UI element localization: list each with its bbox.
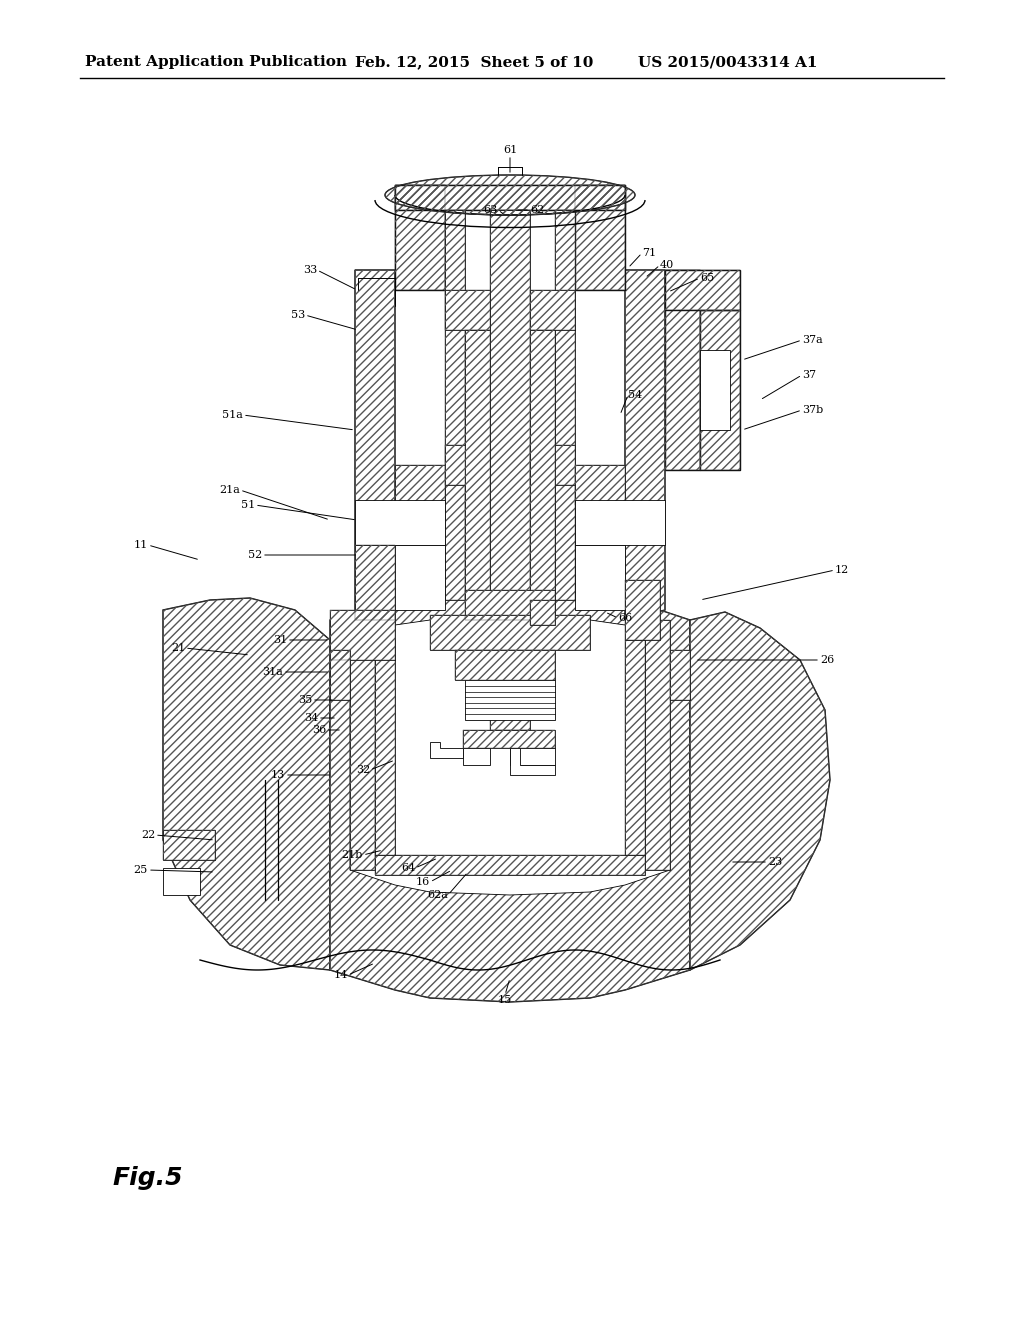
Polygon shape <box>395 465 445 506</box>
Text: 21: 21 <box>171 643 185 653</box>
Polygon shape <box>530 445 575 484</box>
Text: 25: 25 <box>134 865 148 875</box>
Polygon shape <box>445 290 490 330</box>
Polygon shape <box>395 185 445 290</box>
Text: 31: 31 <box>272 635 287 645</box>
Polygon shape <box>575 545 625 610</box>
Polygon shape <box>350 618 670 895</box>
Polygon shape <box>700 350 730 430</box>
Text: 23: 23 <box>768 857 782 867</box>
Text: 32: 32 <box>355 766 370 775</box>
Text: 71: 71 <box>642 248 656 257</box>
Polygon shape <box>575 500 665 545</box>
Text: 63: 63 <box>483 205 498 215</box>
Text: 66: 66 <box>618 612 632 623</box>
Polygon shape <box>355 545 395 620</box>
Text: Fig.5: Fig.5 <box>112 1166 182 1191</box>
Polygon shape <box>445 445 490 484</box>
Polygon shape <box>330 649 350 700</box>
Text: 51a: 51a <box>222 411 243 420</box>
Text: 21b: 21b <box>342 850 362 861</box>
Text: US 2015/0043314 A1: US 2015/0043314 A1 <box>638 55 817 69</box>
Polygon shape <box>510 748 555 775</box>
Polygon shape <box>163 869 200 895</box>
Polygon shape <box>530 290 575 330</box>
Text: 21a: 21a <box>219 484 240 495</box>
Polygon shape <box>455 649 555 680</box>
Text: 14: 14 <box>334 970 348 979</box>
Text: 11: 11 <box>134 540 148 550</box>
Polygon shape <box>625 640 645 855</box>
Polygon shape <box>670 649 690 700</box>
Text: 33: 33 <box>303 265 317 275</box>
Polygon shape <box>665 271 740 310</box>
Polygon shape <box>163 830 215 861</box>
Polygon shape <box>430 615 590 649</box>
Text: 22: 22 <box>140 830 155 840</box>
Polygon shape <box>463 730 555 748</box>
Polygon shape <box>700 310 740 470</box>
Polygon shape <box>395 185 625 210</box>
Polygon shape <box>490 210 530 730</box>
Polygon shape <box>350 620 375 870</box>
Polygon shape <box>645 620 670 870</box>
Text: 37b: 37b <box>802 405 823 414</box>
Text: 37: 37 <box>802 370 816 380</box>
Text: 61: 61 <box>503 145 517 154</box>
Text: 52: 52 <box>248 550 262 560</box>
Polygon shape <box>625 579 660 640</box>
Polygon shape <box>465 590 555 620</box>
Polygon shape <box>355 271 395 620</box>
Polygon shape <box>575 465 625 506</box>
Text: 64: 64 <box>400 863 415 873</box>
Polygon shape <box>530 330 555 601</box>
Text: 36: 36 <box>311 725 326 735</box>
Polygon shape <box>163 598 330 970</box>
Polygon shape <box>430 742 463 758</box>
Text: 54: 54 <box>628 389 642 400</box>
Text: 12: 12 <box>835 565 849 576</box>
Polygon shape <box>445 210 465 601</box>
Text: 62a: 62a <box>427 890 449 900</box>
Text: 31a: 31a <box>262 667 283 677</box>
Text: 40: 40 <box>660 260 674 271</box>
Polygon shape <box>375 855 645 875</box>
Polygon shape <box>330 610 395 660</box>
Polygon shape <box>330 597 690 1002</box>
Polygon shape <box>463 748 490 766</box>
Polygon shape <box>575 185 625 290</box>
Polygon shape <box>465 680 555 719</box>
Text: 16: 16 <box>416 876 430 887</box>
Polygon shape <box>375 640 395 855</box>
Text: 26: 26 <box>820 655 835 665</box>
Polygon shape <box>395 545 445 610</box>
Text: 53: 53 <box>291 310 305 319</box>
Polygon shape <box>465 330 490 601</box>
Polygon shape <box>665 271 700 470</box>
Polygon shape <box>690 612 830 970</box>
Text: 62: 62 <box>530 205 544 215</box>
Text: 65: 65 <box>700 273 715 282</box>
Text: 37a: 37a <box>802 335 822 345</box>
Polygon shape <box>625 271 665 620</box>
Polygon shape <box>355 500 445 545</box>
Text: Patent Application Publication: Patent Application Publication <box>85 55 347 69</box>
Text: 13: 13 <box>270 770 285 780</box>
Text: 51: 51 <box>241 500 255 510</box>
Polygon shape <box>510 748 555 766</box>
Text: 35: 35 <box>298 696 312 705</box>
Text: Feb. 12, 2015  Sheet 5 of 10: Feb. 12, 2015 Sheet 5 of 10 <box>355 55 593 69</box>
Text: 15: 15 <box>498 995 512 1005</box>
Text: 34: 34 <box>304 713 318 723</box>
Polygon shape <box>530 601 555 624</box>
Polygon shape <box>555 210 575 601</box>
